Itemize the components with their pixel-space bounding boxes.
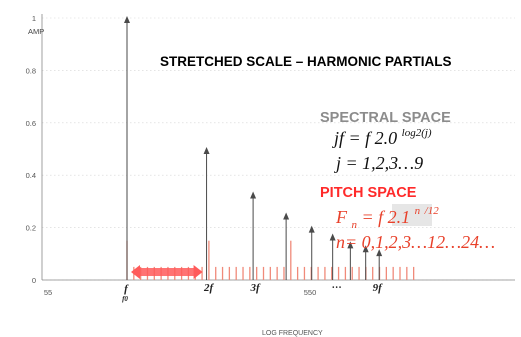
tick-labels: 0 0.2 0.4 0.6 0.8 1 55 550 ff0 2f 3f … 9f bbox=[26, 14, 384, 303]
spectral-formula-exponent: log2(j) bbox=[402, 127, 432, 139]
x-partial-marker: 2f bbox=[203, 282, 215, 294]
pitch-formula-F: F bbox=[335, 207, 348, 227]
harmonic-arrow-head bbox=[124, 16, 130, 23]
y-tick-label: 0.6 bbox=[26, 119, 36, 128]
axes bbox=[41, 14, 515, 281]
x-partial-marker: 3f bbox=[250, 282, 262, 294]
x-partial-marker: f0 bbox=[122, 295, 128, 303]
octave-range-indicator bbox=[131, 265, 203, 279]
pitch-formula-sup: n bbox=[415, 205, 421, 217]
x-partial-marker: 9f bbox=[373, 282, 384, 294]
harmonic-arrows bbox=[124, 16, 383, 280]
harmonic-arrow-head bbox=[347, 241, 354, 249]
x-tick-label: 550 bbox=[304, 288, 317, 297]
pitch-formula-sub: n bbox=[352, 219, 358, 231]
pitch-formula-1: F n = f 2.1 n /12 bbox=[335, 198, 439, 232]
y-tick-label: 0 bbox=[32, 276, 36, 285]
harmonic-arrow-head bbox=[362, 245, 369, 253]
formula-highlight bbox=[392, 204, 432, 226]
y-tick-label: 0.2 bbox=[26, 224, 36, 233]
chart-title: STRETCHED SCALE – HARMONIC PARTIALS bbox=[160, 54, 452, 69]
spectral-formula-1: jf = f 2.0 log2(j) bbox=[332, 127, 432, 148]
x-partial-marker: f bbox=[124, 283, 129, 295]
y-tick-label: 0.4 bbox=[26, 171, 36, 180]
y-tick-label: 1 bbox=[32, 14, 36, 23]
spectral-formula-2: j = 1,2,3…9 bbox=[334, 153, 423, 173]
harmonic-arrow-head bbox=[250, 191, 257, 199]
spectral-annotation: SPECTRAL SPACE jf = f 2.0 log2(j) j = 1,… bbox=[320, 110, 451, 173]
spectral-heading: SPECTRAL SPACE bbox=[320, 110, 451, 126]
x-partial-marker: … bbox=[332, 280, 342, 291]
harmonic-arrow-head bbox=[203, 147, 210, 154]
range-arrow-right bbox=[193, 265, 203, 279]
y-axis-label: AMP bbox=[28, 27, 44, 36]
x-tick-label: 55 bbox=[44, 288, 52, 297]
y-tick-label: 0.8 bbox=[26, 66, 36, 75]
harmonic-arrow-head bbox=[308, 225, 315, 233]
spectral-formula-main: jf = f 2.0 bbox=[332, 128, 397, 148]
harmonic-arrow-head bbox=[283, 212, 290, 220]
pitch-formula-sup-rest: /12 bbox=[424, 205, 440, 217]
pitch-annotation: PITCH SPACE F n = f 2.1 n /12 n= 0,1,2,3… bbox=[320, 185, 495, 252]
harmonic-arrow-head bbox=[376, 249, 383, 257]
range-arrow-left bbox=[131, 265, 140, 279]
pitch-formula-2: n= 0,1,2,3…12…24… bbox=[336, 232, 495, 252]
pitch-heading: PITCH SPACE bbox=[320, 185, 417, 201]
x-axis-label: LOG FREQUENCY bbox=[262, 330, 323, 337]
harmonic-arrow-head bbox=[329, 233, 336, 241]
range-bar bbox=[137, 268, 197, 276]
pitch-formula-rest: = f 2.1 bbox=[362, 207, 411, 227]
